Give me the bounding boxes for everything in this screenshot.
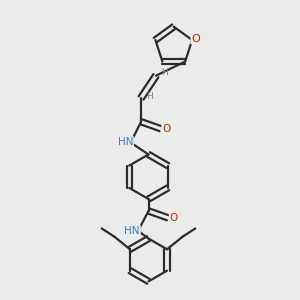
Text: O: O (191, 34, 200, 44)
Text: O: O (162, 124, 170, 134)
Text: H: H (161, 68, 168, 77)
Text: HN: HN (118, 137, 133, 147)
Text: HN: HN (124, 226, 140, 236)
Text: O: O (170, 213, 178, 224)
Text: H: H (146, 92, 153, 101)
